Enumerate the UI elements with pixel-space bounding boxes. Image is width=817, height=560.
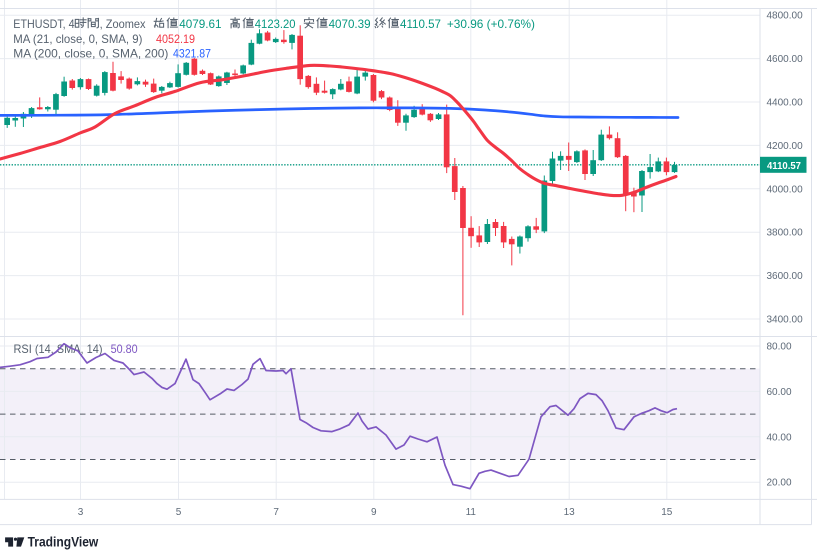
svg-text:+30.96 (+0.76%): +30.96 (+0.76%) bbox=[447, 17, 535, 31]
svg-text:3800.00: 3800.00 bbox=[767, 228, 804, 239]
svg-text:4200.00: 4200.00 bbox=[767, 141, 804, 152]
svg-text:11: 11 bbox=[466, 507, 477, 518]
svg-text:5: 5 bbox=[176, 507, 182, 518]
svg-text:4110.57: 4110.57 bbox=[767, 160, 801, 172]
svg-text:4110.57: 4110.57 bbox=[400, 17, 441, 31]
svg-text:, Zoomex: , Zoomex bbox=[100, 17, 146, 31]
svg-text:3400.00: 3400.00 bbox=[767, 315, 804, 326]
svg-text:4079.61: 4079.61 bbox=[179, 17, 222, 31]
svg-text:3: 3 bbox=[78, 507, 84, 518]
svg-text:50.80: 50.80 bbox=[111, 342, 138, 356]
svg-text:TradingView: TradingView bbox=[28, 534, 99, 550]
svg-text:9: 9 bbox=[371, 507, 377, 518]
svg-text:20.00: 20.00 bbox=[767, 478, 792, 489]
svg-text:4600.00: 4600.00 bbox=[767, 54, 804, 65]
svg-text:13: 13 bbox=[564, 507, 576, 518]
svg-text:4800.00: 4800.00 bbox=[767, 11, 804, 22]
svg-text:40.00: 40.00 bbox=[767, 432, 792, 443]
svg-text:4000.00: 4000.00 bbox=[767, 184, 804, 195]
svg-text:MA (21, close, 0, SMA, 9): MA (21, close, 0, SMA, 9) bbox=[13, 32, 142, 46]
svg-text:15: 15 bbox=[661, 507, 673, 518]
svg-text:ETHUSDT, 4: ETHUSDT, 4 bbox=[13, 17, 75, 31]
svg-text:4123.20: 4123.20 bbox=[255, 17, 296, 31]
svg-text:4052.19: 4052.19 bbox=[156, 32, 195, 46]
svg-text:4070.39: 4070.39 bbox=[329, 17, 371, 31]
svg-text:MA (200, close, 0, SMA, 200): MA (200, close, 0, SMA, 200) bbox=[13, 47, 168, 61]
svg-text:4400.00: 4400.00 bbox=[767, 98, 804, 109]
svg-text:4321.87: 4321.87 bbox=[173, 47, 211, 61]
svg-text:3600.00: 3600.00 bbox=[767, 271, 804, 282]
svg-text:60.00: 60.00 bbox=[767, 387, 792, 398]
svg-text:80.00: 80.00 bbox=[767, 342, 792, 353]
svg-text:7: 7 bbox=[273, 507, 279, 518]
